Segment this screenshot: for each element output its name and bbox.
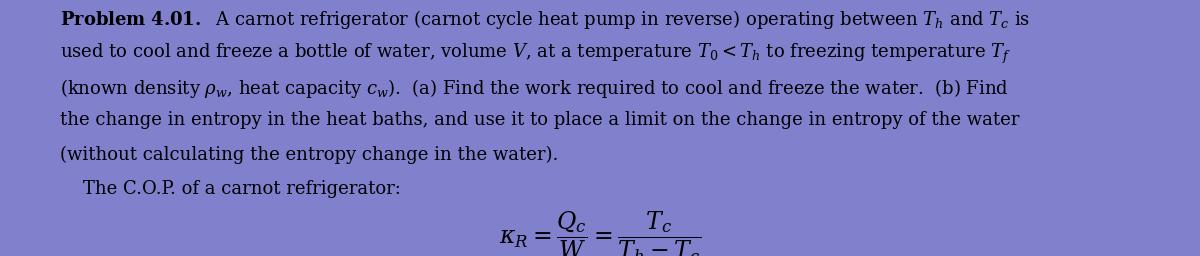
Text: $\kappa_R = \dfrac{Q_c}{W} = \dfrac{T_c}{T_h - T_c}$: $\kappa_R = \dfrac{Q_c}{W} = \dfrac{T_c}… [499, 210, 701, 256]
Text: The C.O.P. of a carnot refrigerator:: The C.O.P. of a carnot refrigerator: [60, 180, 401, 198]
Text: used to cool and freeze a bottle of water, volume $V$, at a temperature $T_0 < T: used to cool and freeze a bottle of wate… [60, 42, 1012, 67]
Text: (without calculating the entropy change in the water).: (without calculating the entropy change … [60, 146, 558, 164]
Text: (known density $\rho_w$, heat capacity $c_w$).  (a) Find the work required to co: (known density $\rho_w$, heat capacity $… [60, 77, 1009, 100]
Text: the change in entropy in the heat baths, and use it to place a limit on the chan: the change in entropy in the heat baths,… [60, 111, 1019, 129]
Text: $\mathbf{Problem\ 4.01.}$  A carnot refrigerator (carnot cycle heat pump in reve: $\mathbf{Problem\ 4.01.}$ A carnot refri… [60, 8, 1030, 31]
